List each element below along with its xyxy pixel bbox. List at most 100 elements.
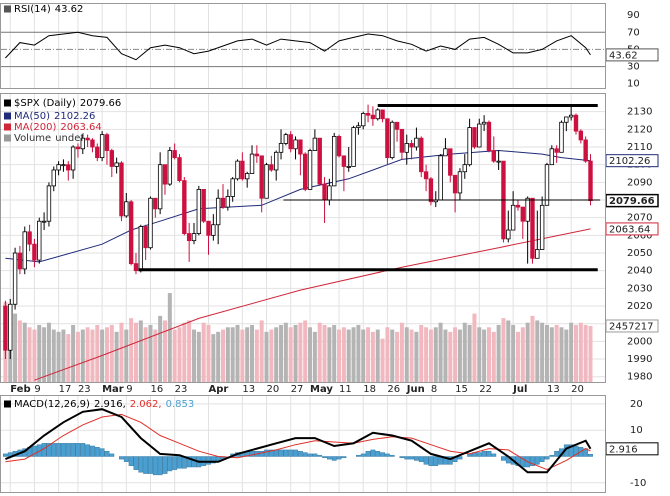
candle-body <box>491 150 496 162</box>
candle-body <box>211 224 216 236</box>
volume-bar <box>240 329 245 382</box>
volume-bar <box>380 338 385 382</box>
volume-bar <box>254 329 259 382</box>
candle-body <box>12 252 18 305</box>
candle-body <box>428 178 434 203</box>
volume-bar <box>511 325 516 382</box>
candle-body <box>128 201 134 265</box>
candle-body <box>172 150 177 159</box>
volume-bar <box>428 329 433 382</box>
volume-bar <box>419 325 424 382</box>
histogram-bar <box>283 449 289 457</box>
volume-bar <box>366 327 371 382</box>
volume-bar <box>124 329 129 382</box>
volume-bar <box>496 325 501 382</box>
x-tick-label: 9 <box>126 384 132 395</box>
price-frame <box>0 93 606 383</box>
candle-body <box>477 123 482 148</box>
y-tick-label: 2130 <box>627 107 652 118</box>
candle-body <box>564 116 569 123</box>
volume-bar <box>438 322 443 382</box>
candle-body <box>293 139 298 150</box>
candle-body <box>385 118 390 159</box>
candle-body <box>361 113 366 127</box>
y-tick-label: 70 <box>627 27 640 38</box>
volume-bar <box>196 331 201 382</box>
candle-body <box>109 150 114 167</box>
candle-body <box>157 164 163 210</box>
volume-bar <box>457 329 462 382</box>
volume-bar <box>544 325 549 382</box>
x-tick-label: 17 <box>59 384 72 395</box>
candle-body <box>162 164 168 185</box>
candle-body <box>380 109 385 120</box>
candle-body <box>273 151 279 171</box>
candle-body <box>3 305 8 351</box>
volume-bar <box>453 327 458 382</box>
volume-bar <box>491 331 496 382</box>
volume-bar <box>337 329 342 382</box>
histogram-bar <box>104 451 110 457</box>
volume-bar <box>583 325 588 382</box>
volume-bar <box>361 329 366 382</box>
x-tick-label: 16 <box>150 384 163 395</box>
candle-body <box>51 169 56 187</box>
x-tick-label: 8 <box>431 384 437 395</box>
histogram-bar <box>355 454 361 457</box>
value-tag: 43.62 <box>609 50 638 61</box>
y-tick-label: 2030 <box>627 283 652 294</box>
candle-body <box>307 150 313 190</box>
candle-body <box>124 201 129 217</box>
legend: Volume undef <box>14 133 84 144</box>
candle-body <box>66 164 71 171</box>
candle-body <box>269 164 274 171</box>
candle-body <box>8 303 13 351</box>
candle-body <box>153 197 158 210</box>
histogram-bar <box>302 452 308 457</box>
overlay: Feb 9 17 23 Mar 9 16 23 Apr 13 20 27 May 11 18 26 Jun 8 15… <box>4 4 659 489</box>
volume-bar <box>104 327 109 382</box>
candle-body <box>99 134 105 159</box>
histogram-bar <box>360 453 366 457</box>
volume-bar <box>501 318 506 382</box>
candle-body <box>419 137 424 173</box>
candle-body <box>298 139 303 155</box>
candle-body <box>182 180 187 234</box>
volume-bar <box>530 315 535 382</box>
candle-body <box>85 137 90 141</box>
volume-bar <box>230 327 235 382</box>
rsi-line <box>5 31 591 61</box>
histogram-bar <box>167 456 173 472</box>
volume-bar <box>221 329 226 382</box>
histogram-bar <box>544 456 550 460</box>
candle-body <box>264 164 269 199</box>
volume-bar <box>395 331 400 382</box>
legend-icon <box>4 123 11 131</box>
volume-bar <box>148 325 153 382</box>
candle-body <box>186 233 192 242</box>
candle-body <box>481 121 487 125</box>
candle-body <box>17 252 23 270</box>
candle-body <box>249 153 255 174</box>
histogram-bar <box>259 451 265 457</box>
volume-bar <box>564 329 569 382</box>
histogram-bar <box>177 456 182 469</box>
legend-text: 0.853 <box>166 399 195 410</box>
x-tick-label: May <box>310 384 333 395</box>
candle-body <box>486 121 492 151</box>
x-tick-label: 13 <box>547 384 560 395</box>
histogram-bar <box>549 454 555 457</box>
x-tick-label: 11 <box>339 384 352 395</box>
candle-body <box>215 197 221 226</box>
legend-icon <box>4 134 11 142</box>
volume-bar <box>535 320 540 382</box>
candle-body <box>375 109 380 120</box>
histogram-bar <box>418 456 424 462</box>
volume-bar <box>129 318 134 382</box>
histogram-bar <box>501 456 506 461</box>
histogram-bar <box>520 456 526 468</box>
y-tick-label: 1980 <box>627 372 652 383</box>
volume-bar <box>95 325 100 382</box>
candle-body <box>104 134 110 151</box>
volume-bar <box>56 331 61 382</box>
